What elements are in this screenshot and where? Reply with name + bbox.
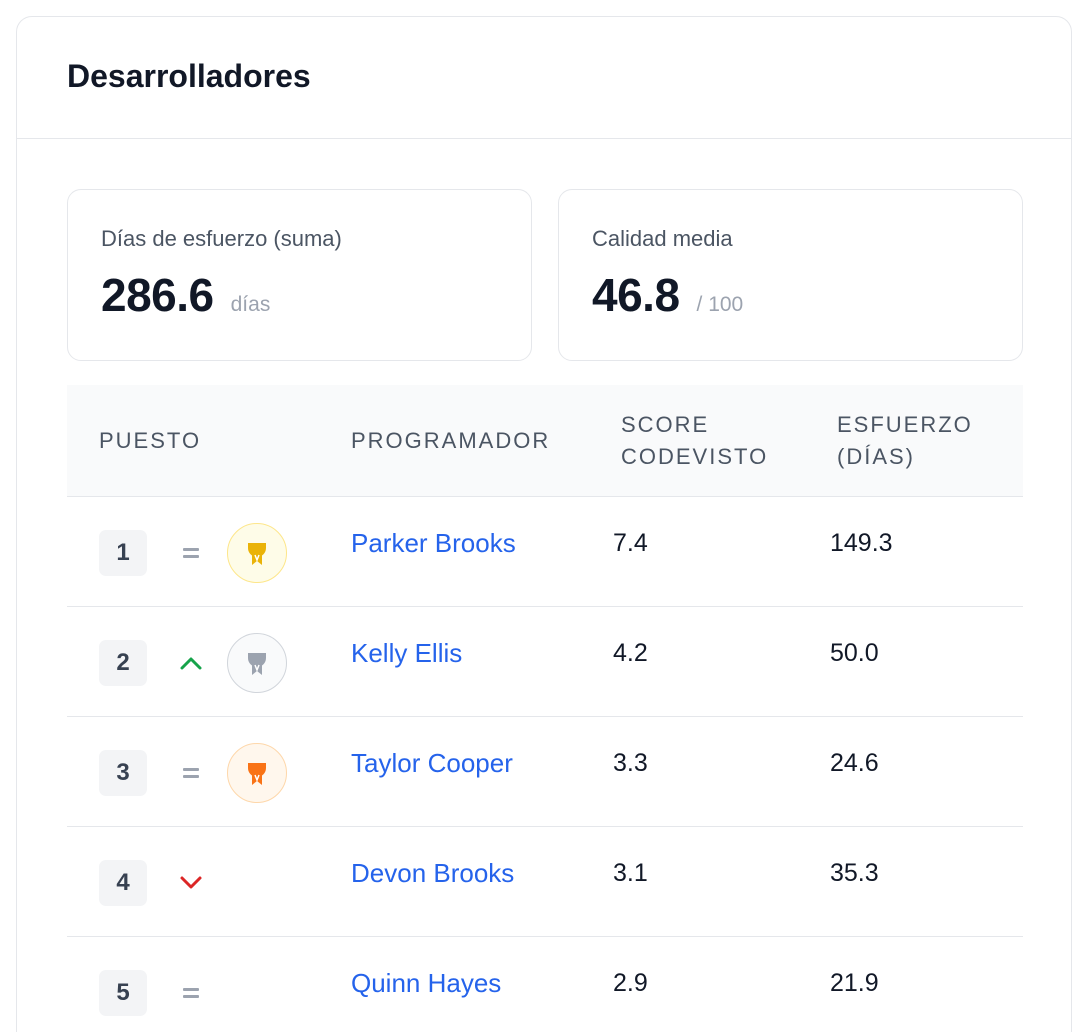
score-cell: 3.1 [613,859,648,887]
column-header-rank[interactable]: PUESTO [99,428,202,453]
rank-badge: 1 [99,530,147,576]
stat-unit: / 100 [696,293,744,316]
stats-row: Días de esfuerzo (suma) 286.6 días Calid… [67,189,1023,361]
card-header: Desarrolladores [17,17,1071,139]
column-header-effort[interactable]: ESFUERZO (DÍAS) [837,412,973,469]
score-cell: 4.2 [613,639,648,667]
score-cell: 2.9 [613,969,648,997]
score-cell: 3.3 [613,749,648,777]
table-row: 4 Devon Brooks 3.1 35.3 [67,827,1023,937]
stat-effort-sum: Días de esfuerzo (suma) 286.6 días [67,189,532,361]
equals-icon [179,541,203,565]
rank-badge: 3 [99,750,147,796]
table-row: 5 Quinn Hayes 2.9 21.9 [67,937,1023,1032]
rank-badge: 4 [99,860,147,906]
effort-cell: 24.6 [830,749,879,777]
effort-cell: 149.3 [830,529,893,557]
table-row: 3 Taylor Cooper 3.3 24.6 [67,717,1023,827]
table-row: 2 Kelly Ellis 4.2 50.0 [67,607,1023,717]
developer-link[interactable]: Quinn Hayes [351,968,502,998]
trophy-silver-icon [227,633,287,693]
stat-label: Calidad media [592,226,733,251]
trophy-bronze-icon [227,743,287,803]
chevron-down-icon [179,871,203,895]
equals-icon [179,761,203,785]
rank-badge: 2 [99,640,147,686]
column-header-developer[interactable]: PROGRAMADOR [351,428,551,453]
rank-badge: 5 [99,970,147,1016]
stat-average-quality: Calidad media 46.8 / 100 [558,189,1023,361]
developer-link[interactable]: Kelly Ellis [351,638,463,668]
table-row: 1 Parker Brooks 7.4 149.3 [67,497,1023,607]
table-body: 1 Parker Brooks 7.4 149.3 2 Kelly Ellis 4.2 50.… [67,497,1023,1032]
column-header-score[interactable]: SCORE CODEVISTO [621,412,769,469]
stat-value: 46.8 [592,269,680,321]
stat-value: 286.6 [101,269,214,321]
effort-cell: 50.0 [830,639,879,667]
stat-label: Días de esfuerzo (suma) [101,226,342,251]
score-cell: 7.4 [613,529,648,557]
developer-link[interactable]: Parker Brooks [351,528,516,558]
developers-card: Desarrolladores Días de esfuerzo (suma) … [16,16,1072,1032]
effort-cell: 21.9 [830,969,879,997]
equals-icon [179,981,203,1005]
developers-table: PUESTO PROGRAMADOR SCORE CODEVISTO ESFUE… [67,385,1023,1032]
card-title: Desarrolladores [67,58,311,94]
chevron-up-icon [179,651,203,675]
developer-link[interactable]: Devon Brooks [351,858,515,888]
trophy-gold-icon [227,523,287,583]
table-header: PUESTO PROGRAMADOR SCORE CODEVISTO ESFUE… [67,385,1023,497]
effort-cell: 35.3 [830,859,879,887]
developer-link[interactable]: Taylor Cooper [351,748,513,778]
stat-unit: días [230,293,271,316]
